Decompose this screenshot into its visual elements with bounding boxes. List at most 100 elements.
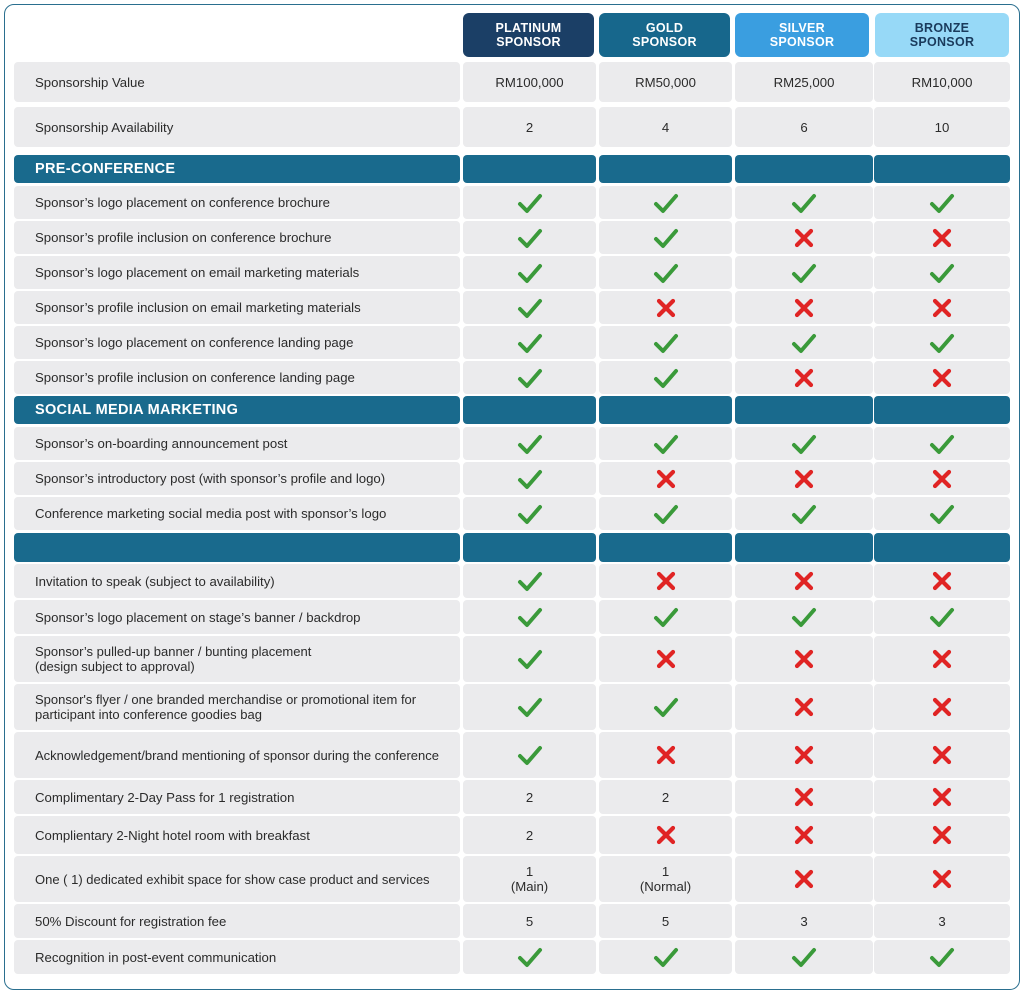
cross-icon xyxy=(794,825,814,845)
value-platinum xyxy=(463,497,596,530)
table-row: One ( 1) dedicated exhibit space for sho… xyxy=(14,856,1010,902)
value-bronze xyxy=(874,462,1010,495)
section-band-cell xyxy=(874,533,1010,562)
value-bronze xyxy=(874,600,1010,634)
table-row: Sponsor’s introductory post (with sponso… xyxy=(14,462,1010,495)
row-label: Sponsor’s logo placement on stage’s bann… xyxy=(14,600,460,634)
value-silver xyxy=(735,221,873,254)
check-icon xyxy=(517,228,542,248)
check-icon xyxy=(517,469,542,489)
value-bronze xyxy=(874,361,1010,394)
value-platinum xyxy=(463,600,596,634)
value-bronze xyxy=(874,636,1010,682)
check-icon xyxy=(517,193,542,213)
value-bronze xyxy=(874,221,1010,254)
value-gold xyxy=(599,326,732,359)
cross-icon xyxy=(932,825,952,845)
cross-icon xyxy=(794,745,814,765)
tier-silver-header: SILVER SPONSOR xyxy=(735,13,869,57)
value-platinum xyxy=(463,462,596,495)
check-icon xyxy=(517,504,542,524)
cross-icon xyxy=(932,787,952,807)
section-band-cell xyxy=(735,155,873,183)
value-bronze xyxy=(874,186,1010,219)
value-gold xyxy=(599,497,732,530)
value-text: (Main) xyxy=(510,879,549,894)
table-row: Sponsor’s pulled-up banner / bunting pla… xyxy=(14,636,1010,682)
tier-bronze-line2: SPONSOR xyxy=(909,35,975,49)
section-title: SOCIAL MEDIA MARKETING xyxy=(14,396,460,424)
value-bronze xyxy=(874,684,1010,730)
check-icon xyxy=(517,298,542,318)
value-text: RM100,000 xyxy=(495,74,564,90)
table-row: Recognition in post-event communication xyxy=(14,940,1010,974)
row-label: Sponsor’s profile inclusion on conferenc… xyxy=(14,221,460,254)
row-label: One ( 1) dedicated exhibit space for sho… xyxy=(14,856,460,902)
value-platinum xyxy=(463,636,596,682)
check-icon xyxy=(930,434,954,454)
value-platinum xyxy=(463,256,596,289)
check-icon xyxy=(653,368,678,388)
check-icon xyxy=(792,608,816,627)
row-label: Sponsor’s profile inclusion on conferenc… xyxy=(14,361,460,394)
value-platinum: 2 xyxy=(463,780,596,814)
cross-icon xyxy=(932,368,952,387)
check-icon xyxy=(792,948,816,967)
value-gold xyxy=(599,361,732,394)
value-silver xyxy=(735,600,873,634)
value-platinum: 2 xyxy=(463,816,596,854)
table-row: Sponsor’s profile inclusion on email mar… xyxy=(14,291,1010,324)
check-icon xyxy=(653,263,678,283)
cross-icon xyxy=(656,571,675,591)
section-band-cell xyxy=(599,533,732,562)
cross-icon xyxy=(932,228,952,247)
section-band-cell xyxy=(874,155,1010,183)
value-bronze: 10 xyxy=(874,107,1010,147)
summary-row: Sponsorship Value RM100,000 RM50,000 RM25,0… xyxy=(14,62,1010,102)
tier-silver-line2: SPONSOR xyxy=(769,35,835,49)
check-icon xyxy=(517,434,542,454)
check-icon xyxy=(792,504,816,524)
check-icon xyxy=(653,698,678,717)
value-silver xyxy=(735,462,873,495)
row-label: Sponsor’s introductory post (with sponso… xyxy=(14,462,460,495)
cross-icon xyxy=(656,825,675,845)
table-row: Sponsor’s on-boarding announcement post xyxy=(14,427,1010,460)
value-text: 3 xyxy=(800,913,808,929)
table-row: Sponsor’s logo placement on conference b… xyxy=(14,186,1010,219)
row-label: Invitation to speak (subject to availabi… xyxy=(14,564,460,598)
table-row: 50% Discount for registration fee 5 5 3 3 xyxy=(14,904,1010,938)
check-icon xyxy=(930,948,954,967)
value-silver xyxy=(735,636,873,682)
value-gold xyxy=(599,600,732,634)
value-gold: 1 (Normal) xyxy=(599,856,732,902)
value-bronze xyxy=(874,256,1010,289)
value-silver xyxy=(735,940,873,974)
value-gold xyxy=(599,940,732,974)
table-row: Complientary 2-Night hotel room with bre… xyxy=(14,816,1010,854)
section-band-cell xyxy=(874,396,1010,424)
value-silver xyxy=(735,780,873,814)
cross-icon xyxy=(932,745,952,765)
value-text: 2 xyxy=(525,789,534,805)
value-gold xyxy=(599,186,732,219)
table-row: Sponsor’s logo placement on stage’s bann… xyxy=(14,600,1010,634)
tier-bronze-line1: BRONZE xyxy=(914,21,970,35)
value-bronze: 3 xyxy=(874,904,1010,938)
value-platinum: 2 xyxy=(463,107,596,147)
table-row: Sponsor’s logo placement on email market… xyxy=(14,256,1010,289)
value-platinum xyxy=(463,326,596,359)
section-header: SOCIAL MEDIA MARKETING xyxy=(14,396,1010,424)
check-icon xyxy=(517,746,542,765)
value-gold xyxy=(599,462,732,495)
value-text: 4 xyxy=(661,119,670,135)
row-label: Sponsor’s profile inclusion on email mar… xyxy=(14,291,460,324)
tier-platinum-line1: PLATINUM xyxy=(495,21,562,35)
value-bronze xyxy=(874,816,1010,854)
cross-icon xyxy=(794,787,814,807)
cross-icon xyxy=(794,571,814,591)
check-icon xyxy=(653,333,678,353)
section-header: PRE-CONFERENCE xyxy=(14,155,1010,183)
value-platinum xyxy=(463,427,596,460)
value-silver xyxy=(735,427,873,460)
